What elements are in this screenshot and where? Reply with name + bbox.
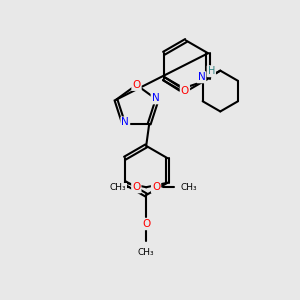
Text: O: O — [152, 182, 160, 192]
Text: CH₃: CH₃ — [180, 183, 197, 192]
Text: O: O — [132, 80, 141, 90]
Text: H: H — [208, 66, 215, 76]
Text: O: O — [181, 86, 189, 96]
Text: CH₃: CH₃ — [138, 248, 154, 257]
Text: O: O — [132, 182, 140, 192]
Text: N: N — [197, 72, 205, 82]
Text: CH₃: CH₃ — [110, 183, 126, 192]
Text: N: N — [152, 93, 159, 103]
Text: N: N — [122, 118, 129, 128]
Text: O: O — [142, 219, 150, 229]
